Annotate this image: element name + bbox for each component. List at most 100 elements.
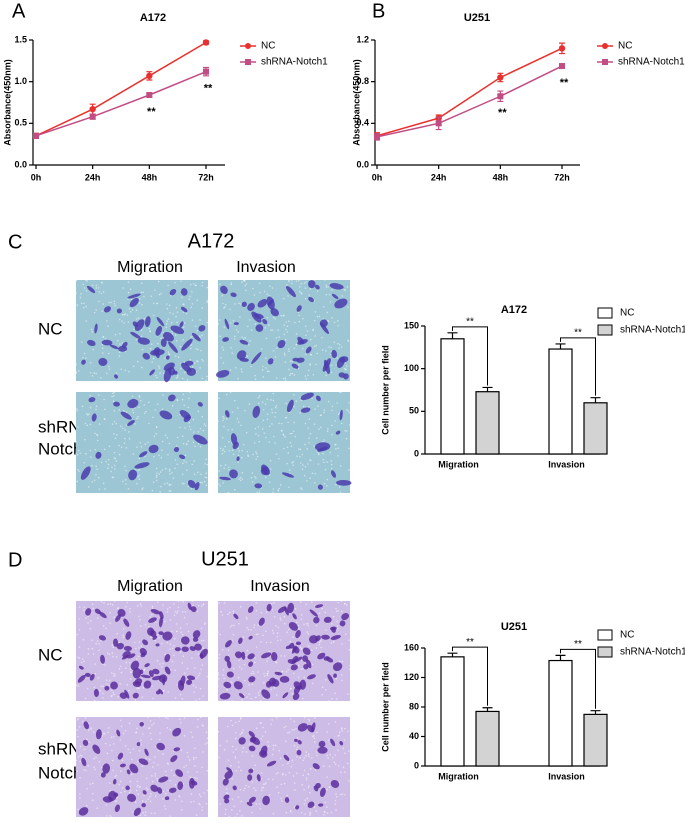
pore (331, 433, 333, 436)
cell (150, 608, 161, 615)
error-bar (447, 652, 458, 657)
pore (154, 812, 156, 815)
pore (289, 809, 292, 812)
pore (260, 722, 263, 724)
pore (306, 797, 309, 800)
pore (266, 674, 269, 677)
pore (231, 428, 233, 431)
pore (309, 814, 311, 816)
pore (217, 420, 220, 423)
pore (229, 625, 232, 628)
pore (107, 352, 110, 355)
pore (78, 793, 81, 795)
legend-marker (245, 43, 251, 49)
x-tick-label: Invasion (548, 459, 585, 469)
pore (181, 377, 184, 380)
y-tick-label: 100 (404, 363, 419, 373)
pore (278, 457, 280, 460)
pore (330, 371, 333, 374)
pore (296, 455, 298, 457)
pore (147, 625, 150, 628)
pore (194, 445, 196, 448)
pore (95, 287, 98, 289)
pore (77, 656, 79, 659)
cell (307, 801, 315, 808)
pore (182, 326, 185, 328)
cell (139, 648, 148, 656)
pore (135, 647, 137, 650)
pore (322, 458, 325, 461)
pore (237, 377, 239, 380)
pore (169, 490, 172, 492)
pore (337, 749, 339, 752)
cell (293, 685, 301, 695)
cell (156, 742, 166, 751)
pore (345, 604, 348, 606)
pore (83, 748, 86, 751)
pore (95, 465, 97, 467)
pore (141, 696, 144, 699)
pore (340, 422, 343, 425)
pore (255, 646, 258, 648)
pore (167, 789, 169, 792)
pore (199, 427, 202, 430)
cell (233, 681, 243, 690)
pore (98, 291, 100, 293)
pore (135, 318, 138, 320)
pore (304, 813, 307, 816)
pore (264, 327, 267, 329)
pore (187, 485, 189, 488)
pore (257, 671, 259, 673)
cell (341, 612, 350, 621)
pore (112, 400, 115, 403)
pore (92, 607, 94, 610)
x-tick-label: 24h (85, 172, 101, 182)
pore (238, 766, 240, 768)
pore (138, 302, 141, 304)
pore (223, 425, 225, 428)
pore (336, 625, 339, 627)
pore (199, 367, 201, 369)
cell (129, 763, 139, 774)
cell (150, 784, 159, 792)
pore (118, 453, 121, 456)
pore (166, 436, 169, 439)
pore (124, 667, 127, 669)
pore (123, 313, 126, 316)
pore (217, 730, 220, 733)
cell (100, 654, 105, 664)
pore (77, 685, 80, 687)
pore (149, 720, 152, 722)
pore (120, 791, 122, 794)
cell (119, 763, 126, 768)
pore (83, 660, 85, 663)
pore (295, 280, 298, 282)
cell (338, 372, 346, 378)
pore (344, 727, 346, 730)
pore (346, 408, 348, 411)
pore (103, 418, 106, 421)
pore (161, 408, 164, 410)
cell (194, 643, 202, 651)
pore (265, 611, 268, 613)
pore (139, 603, 142, 605)
pore (222, 482, 225, 484)
pore (144, 443, 146, 445)
cell (98, 357, 108, 366)
pore (334, 763, 337, 766)
pore (267, 657, 269, 660)
cell (317, 746, 328, 754)
pore (169, 606, 171, 609)
pore (260, 789, 263, 792)
pore (272, 602, 275, 604)
bracket (452, 326, 488, 386)
pore (251, 811, 253, 814)
y-tick-label: 0.8 (356, 76, 369, 86)
pore (281, 430, 283, 432)
pore (247, 628, 250, 631)
pore (182, 393, 184, 396)
pore (165, 326, 168, 329)
pore (137, 655, 140, 658)
cell (132, 681, 142, 688)
pore (78, 470, 80, 473)
